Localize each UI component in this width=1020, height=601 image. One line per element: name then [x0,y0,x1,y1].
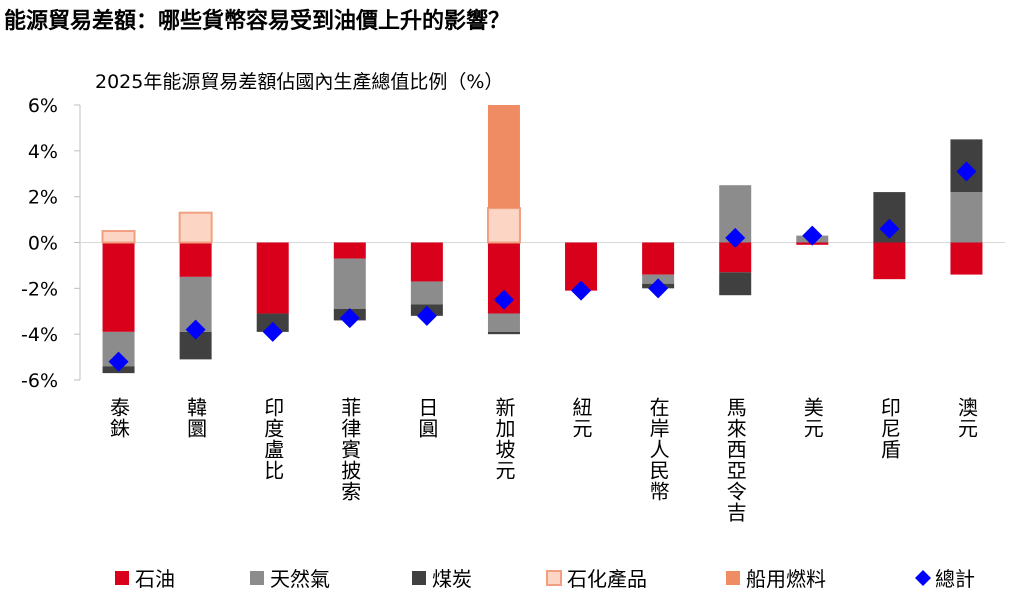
bar-segment [410,281,443,305]
x-tick-label: 澳元 [954,397,978,439]
total-marker [339,308,360,329]
legend-label: 船用燃料 [746,567,826,591]
bar-segment [487,313,520,332]
bar-segment [410,242,443,282]
bar-segment [486,207,521,244]
bar-segment [178,211,213,244]
total-marker [725,227,746,248]
y-tick-label: 4% [28,141,58,163]
bar-segment [487,105,520,209]
y-tick-label: -6% [21,370,58,392]
total-marker [648,278,669,299]
bar-segment [333,242,366,259]
x-tick-label: 新加坡元 [492,397,516,481]
bar-segment [950,192,983,243]
x-tick-label: 泰銖 [107,397,131,439]
legend-label: 煤炭 [432,567,472,591]
chart-title: 2025年能源貿易差額佔國內生產總值比例（%） [95,71,503,93]
total-marker [956,161,977,182]
legend-label: 總計 [935,567,975,591]
bar-segment [102,242,135,332]
bar-segment [950,242,983,275]
total-marker [802,225,823,246]
bar-segment [101,230,136,244]
y-tick-label: 2% [28,187,58,209]
legend-label: 天然氣 [270,567,330,591]
page-title: 能源貿易差額：哪些貨幣容易受到油價上升的影響？ [4,8,510,34]
x-tick-label: 印度盧比 [261,397,285,481]
total-marker [493,289,514,310]
total-marker [185,319,206,340]
y-tick-label: -4% [21,324,58,346]
y-tick-label: -2% [21,278,58,300]
total-marker [571,280,592,301]
x-tick-label: 馬來西亞令吉 [723,397,747,523]
bar-segment [256,242,289,314]
bar-segment [642,242,675,275]
bar-segment [873,242,906,280]
total-marker [262,321,283,342]
legend-label: 石油 [135,567,175,591]
y-tick-label: 0% [28,233,58,255]
legend-swatch [726,571,740,585]
bar-segment [333,258,366,309]
x-tick-label: 菲律賓披索 [338,397,362,502]
bar-segment [719,272,752,296]
legend-swatch [250,571,264,585]
total-marker [879,218,900,239]
y-tick-label: 6% [28,95,58,117]
legend-swatch [115,571,129,585]
x-tick-label: 在岸人民幣 [646,397,670,502]
total-marker [416,305,437,326]
total-marker [108,351,129,372]
bar-segment [179,242,212,277]
legend-swatch [412,571,426,585]
legend-swatch [546,570,562,586]
x-tick-label: 韓圜 [184,397,208,439]
legend-swatch [915,570,931,586]
bar-segment [487,331,520,335]
x-tick-label: 日圓 [415,397,439,439]
x-tick-label: 紐元 [569,397,593,439]
x-tick-label: 美元 [800,397,824,439]
legend-label: 石化產品 [567,567,647,591]
x-tick-label: 印尼盾 [877,397,901,460]
